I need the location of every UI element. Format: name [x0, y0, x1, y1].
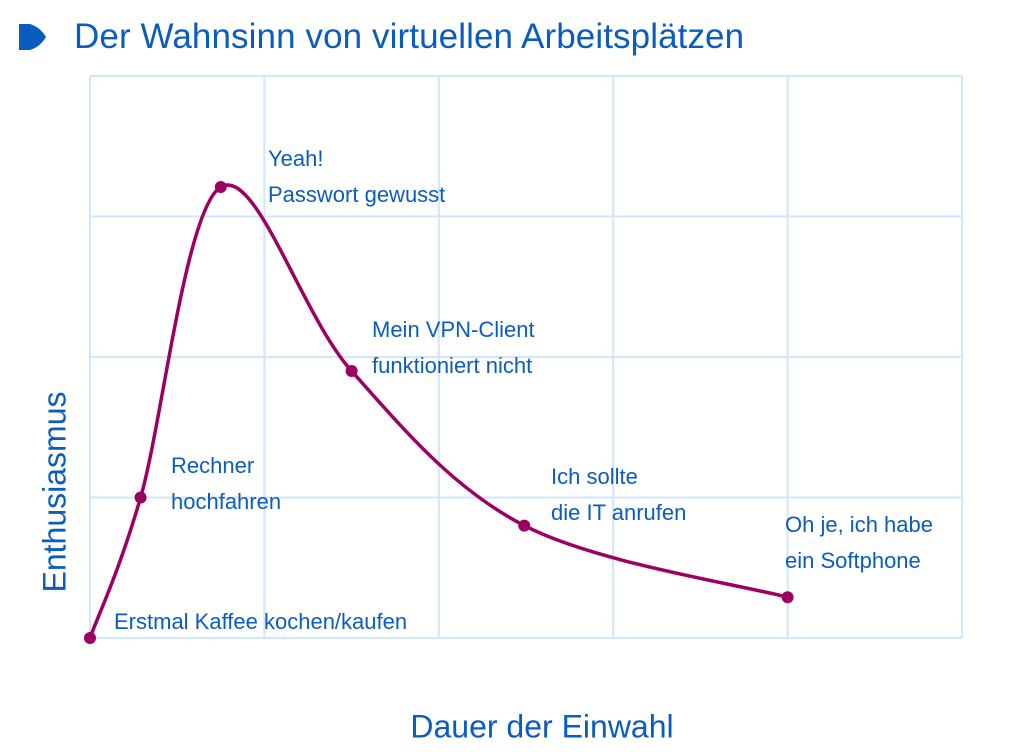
data-point-marker [84, 632, 96, 644]
annotation-line: hochfahren [171, 489, 282, 514]
slide-title: Der Wahnsinn von virtuellen Arbeitsplätz… [74, 17, 745, 56]
annotation-rechner: Rechner hochfahren [171, 448, 281, 520]
annotation-line: Mein VPN-Client [372, 317, 535, 342]
annotation-line: ein Softphone [785, 548, 921, 573]
annotation-line: funktioniert nicht [372, 353, 533, 378]
annotation-vpn: Mein VPN-Client funktioniert nicht [372, 312, 535, 384]
annotation-line: Rechner [171, 453, 255, 478]
data-point-marker [345, 365, 358, 378]
play-bullet-icon [19, 24, 46, 50]
data-point-marker [781, 591, 794, 604]
data-points [84, 180, 794, 644]
annotation-line: Ich sollte [551, 464, 638, 489]
annotation-softphone: Oh je, ich habe ein Softphone [785, 507, 933, 579]
annotation-line: Yeah! [268, 146, 324, 171]
annotation-line: Oh je, ich habe [785, 512, 933, 537]
slide-header: Der Wahnsinn von virtuellen Arbeitsplätz… [18, 14, 744, 60]
x-axis-label: Dauer der Einwahl [410, 708, 674, 745]
y-axis-label: Enthusiasmus [36, 391, 73, 593]
annotation-it: Ich sollte die IT anrufen [551, 459, 686, 531]
data-point-marker [518, 519, 531, 532]
annotation-line: Erstmal Kaffee kochen/kaufen [114, 609, 408, 634]
annotation-kaffee: Erstmal Kaffee kochen/kaufen [114, 604, 407, 640]
annotation-passwort: Yeah! Passwort gewusst [268, 141, 445, 213]
annotation-line: die IT anrufen [551, 500, 687, 525]
data-point-marker [134, 491, 147, 504]
annotation-line: Passwort gewusst [268, 182, 446, 207]
data-point-marker [214, 180, 227, 193]
chart-grid [89, 75, 963, 639]
